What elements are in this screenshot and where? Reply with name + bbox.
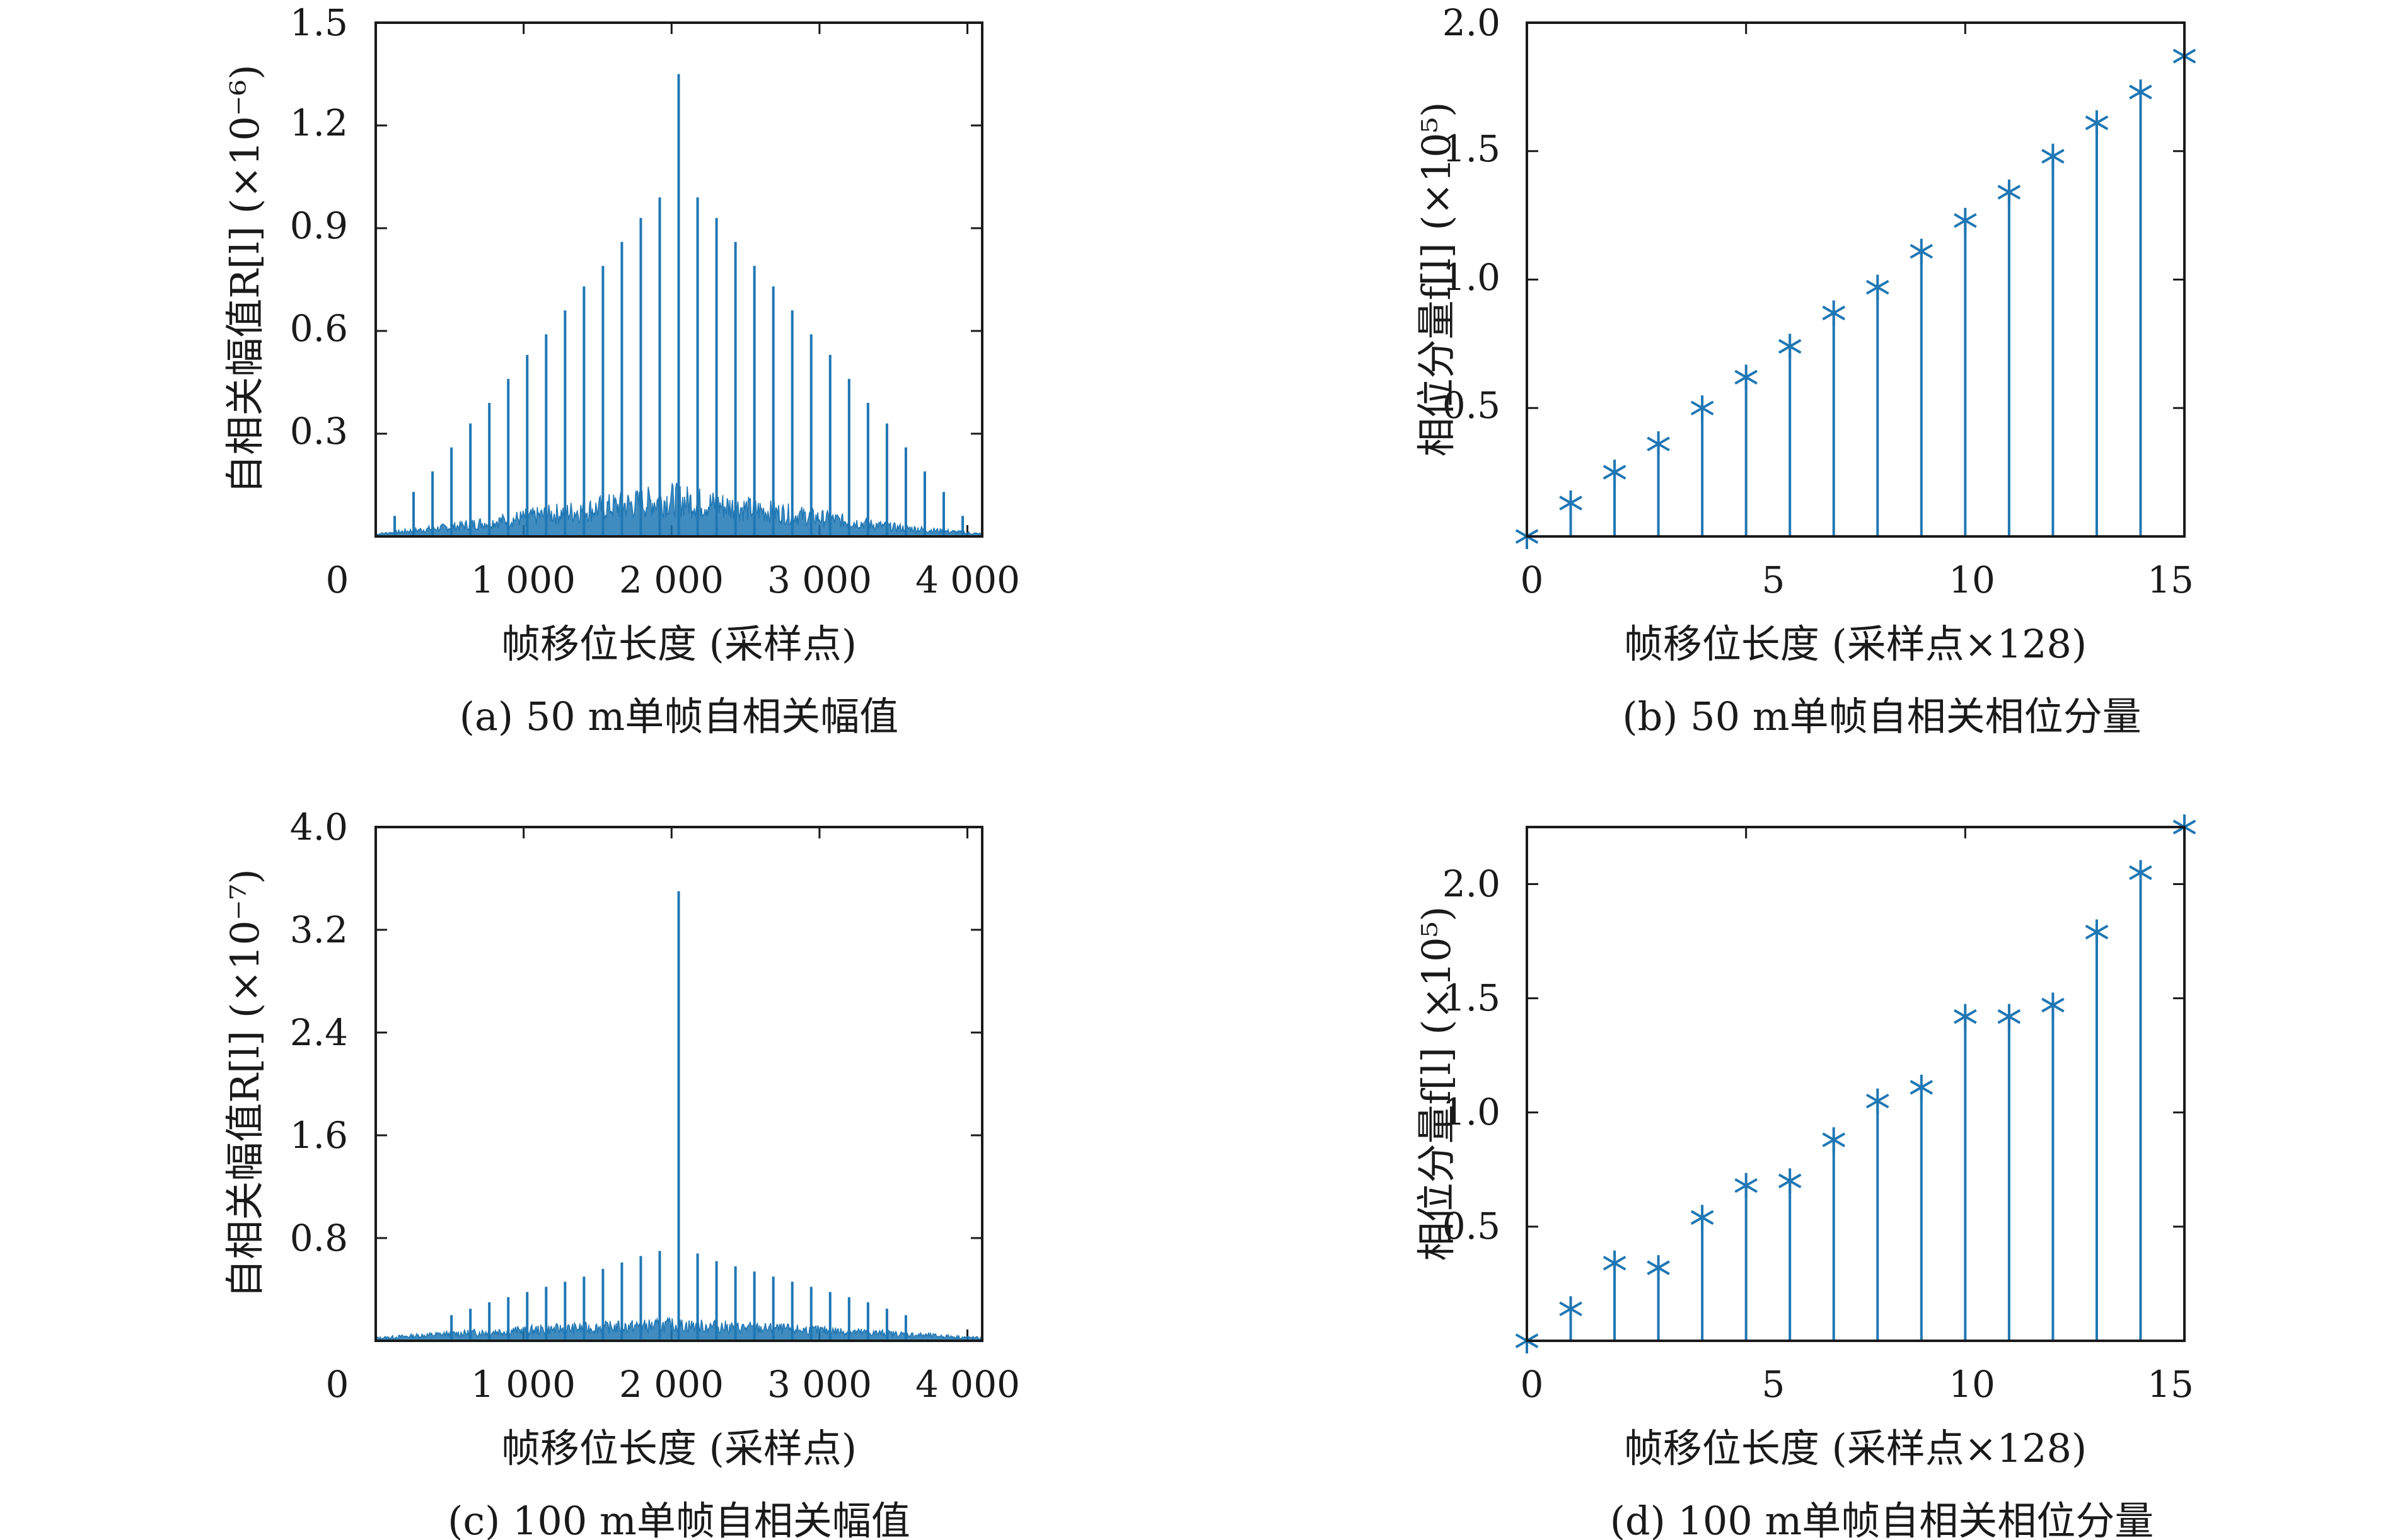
- panel-c-caption: (c) 100 m单帧自相关幅值: [448, 1498, 910, 1540]
- panel-c-ytick-label: 3.2: [290, 908, 348, 951]
- panel-b-xlabel: 帧移位长度 (采样点×128): [1624, 621, 2087, 667]
- panel-d-xlabel: 帧移位长度 (采样点×128): [1624, 1425, 2087, 1471]
- panel-d: 0 5 10 15 0.5 1.0 1.5 2.0 帧移位长度 (采样点×128…: [1413, 814, 2196, 1540]
- panel-d-marks: [1515, 814, 2196, 1353]
- asterisk-marker: [1865, 274, 1889, 300]
- panel-a-ytick-label: 1.2: [290, 101, 348, 144]
- panel-b-ytick-label: 0.5: [1442, 384, 1500, 427]
- asterisk-marker: [1778, 1168, 1802, 1194]
- panel-d-xtick-label: 15: [2147, 1363, 2194, 1406]
- asterisk-marker: [1822, 1127, 1846, 1153]
- asterisk-marker: [2085, 110, 2109, 136]
- panel-d-ytick-label: 2.0: [1442, 862, 1500, 905]
- panel-a-xtick-label: 2 000: [619, 559, 724, 601]
- panel-a-ytick-label: 0.9: [290, 204, 348, 247]
- asterisk-marker: [2129, 860, 2152, 886]
- panel-b-axes-frame: [1526, 21, 2186, 538]
- panel-a-ylabel: 自相关幅值R[l] (×10⁻⁶): [222, 64, 268, 494]
- asterisk-marker: [1647, 431, 1670, 457]
- panel-b-xtick-label: 10: [1949, 559, 1995, 601]
- panel-b-origin-label: 0: [1521, 559, 1544, 601]
- panel-a-caption: (a) 50 m单帧自相关幅值: [460, 693, 898, 739]
- panel-c-origin-label: 0: [326, 1363, 349, 1406]
- panel-b: 0 5 10 15 0.5 1.0 1.5 2.0 帧移位长度 (采样点×128…: [1413, 1, 2196, 739]
- asterisk-marker: [1822, 300, 1846, 326]
- panel-c-ytick-label: 1.6: [290, 1114, 348, 1157]
- asterisk-marker: [1997, 1004, 2021, 1029]
- panel-c-ytick-label: 4.0: [290, 806, 348, 848]
- panel-c-ytick-label: 0.8: [290, 1217, 348, 1259]
- panel-c-xlabel: 帧移位长度 (采样点): [501, 1425, 857, 1471]
- asterisk-marker: [1647, 1255, 1670, 1281]
- panel-d-origin-label: 0: [1521, 1363, 1544, 1406]
- asterisk-marker: [1778, 333, 1802, 359]
- panel-d-ylabel: 相位分量f[l] (×10⁵): [1413, 906, 1459, 1261]
- panel-d-xtick-label: 5: [1762, 1363, 1785, 1406]
- panel-a-axes-frame: [374, 21, 983, 538]
- asterisk-marker: [1734, 1172, 1758, 1198]
- panel-b-xtick-label: 5: [1762, 559, 1785, 601]
- asterisk-marker: [1954, 207, 1977, 233]
- panel-c-xtick-label: 2 000: [619, 1363, 724, 1406]
- panel-d-caption: (d) 100 m单帧自相关相位分量: [1610, 1498, 2154, 1540]
- panel-c-xtick-label: 3 000: [767, 1363, 872, 1406]
- panel-b-ytick-label: 1.0: [1442, 256, 1500, 299]
- panel-c-ytick-label: 2.4: [290, 1011, 348, 1054]
- panel-a-xtick-label: 3 000: [767, 559, 872, 601]
- panel-b-marks: [1515, 21, 2196, 549]
- panel-a-ytick-label: 0.3: [290, 410, 348, 453]
- asterisk-marker: [2041, 143, 2065, 169]
- panel-b-ylabel: 相位分量f[l] (×10⁵): [1413, 102, 1459, 457]
- panel-b-ytick-label: 1.5: [1442, 127, 1500, 170]
- asterisk-marker: [1734, 364, 1758, 390]
- asterisk-marker: [1559, 490, 1582, 516]
- panel-c-ylabel: 自相关幅值R[l] (×10⁻⁷): [222, 869, 268, 1298]
- asterisk-marker: [1910, 1074, 1934, 1100]
- panel-b-caption: (b) 50 m单帧自相关相位分量: [1622, 693, 2141, 739]
- panel-a: 0 1 000 2 000 3 000 4 000 0.3 0.6 0.9 1.…: [222, 1, 1020, 739]
- asterisk-marker: [2041, 992, 2065, 1018]
- panel-d-axes-frame: [1526, 826, 2186, 1342]
- panel-c-xtick-label: 1 000: [471, 1363, 576, 1406]
- panel-c: 0 1 000 2 000 3 000 4 000 0.8 1.6 2.4 3.…: [222, 806, 1020, 1540]
- asterisk-marker: [1690, 1205, 1714, 1230]
- panel-b-ytick-label: 2.0: [1442, 1, 1500, 44]
- panel-c-xtick-label: 4 000: [915, 1363, 1020, 1406]
- panel-c-marks: [375, 826, 983, 1341]
- asterisk-marker: [1603, 1250, 1626, 1276]
- panel-d-ytick-label: 0.5: [1442, 1205, 1500, 1248]
- asterisk-marker: [1603, 460, 1626, 485]
- asterisk-marker: [1997, 179, 2021, 205]
- panel-a-xlabel: 帧移位长度 (采样点): [501, 621, 857, 667]
- panel-a-ytick-label: 1.5: [290, 1, 348, 44]
- panel-a-origin-label: 0: [326, 559, 349, 601]
- panel-d-ytick-label: 1.0: [1442, 1091, 1500, 1133]
- panel-d-ytick-label: 1.5: [1442, 976, 1500, 1019]
- asterisk-marker: [1954, 1004, 1977, 1029]
- asterisk-marker: [1559, 1296, 1582, 1322]
- asterisk-marker: [2085, 919, 2109, 945]
- asterisk-marker: [1910, 238, 1934, 264]
- asterisk-marker: [1865, 1088, 1889, 1114]
- panel-b-xtick-label: 15: [2147, 559, 2194, 601]
- asterisk-marker: [1690, 395, 1714, 421]
- panel-a-xtick-label: 1 000: [471, 559, 576, 601]
- asterisk-marker: [2129, 79, 2152, 105]
- panel-a-ytick-label: 0.6: [290, 307, 348, 350]
- panel-a-xtick-label: 4 000: [915, 559, 1020, 601]
- panel-a-marks: [375, 21, 983, 537]
- panel-d-xtick-label: 10: [1949, 1363, 1995, 1406]
- panel-c-axes-frame: [374, 826, 983, 1342]
